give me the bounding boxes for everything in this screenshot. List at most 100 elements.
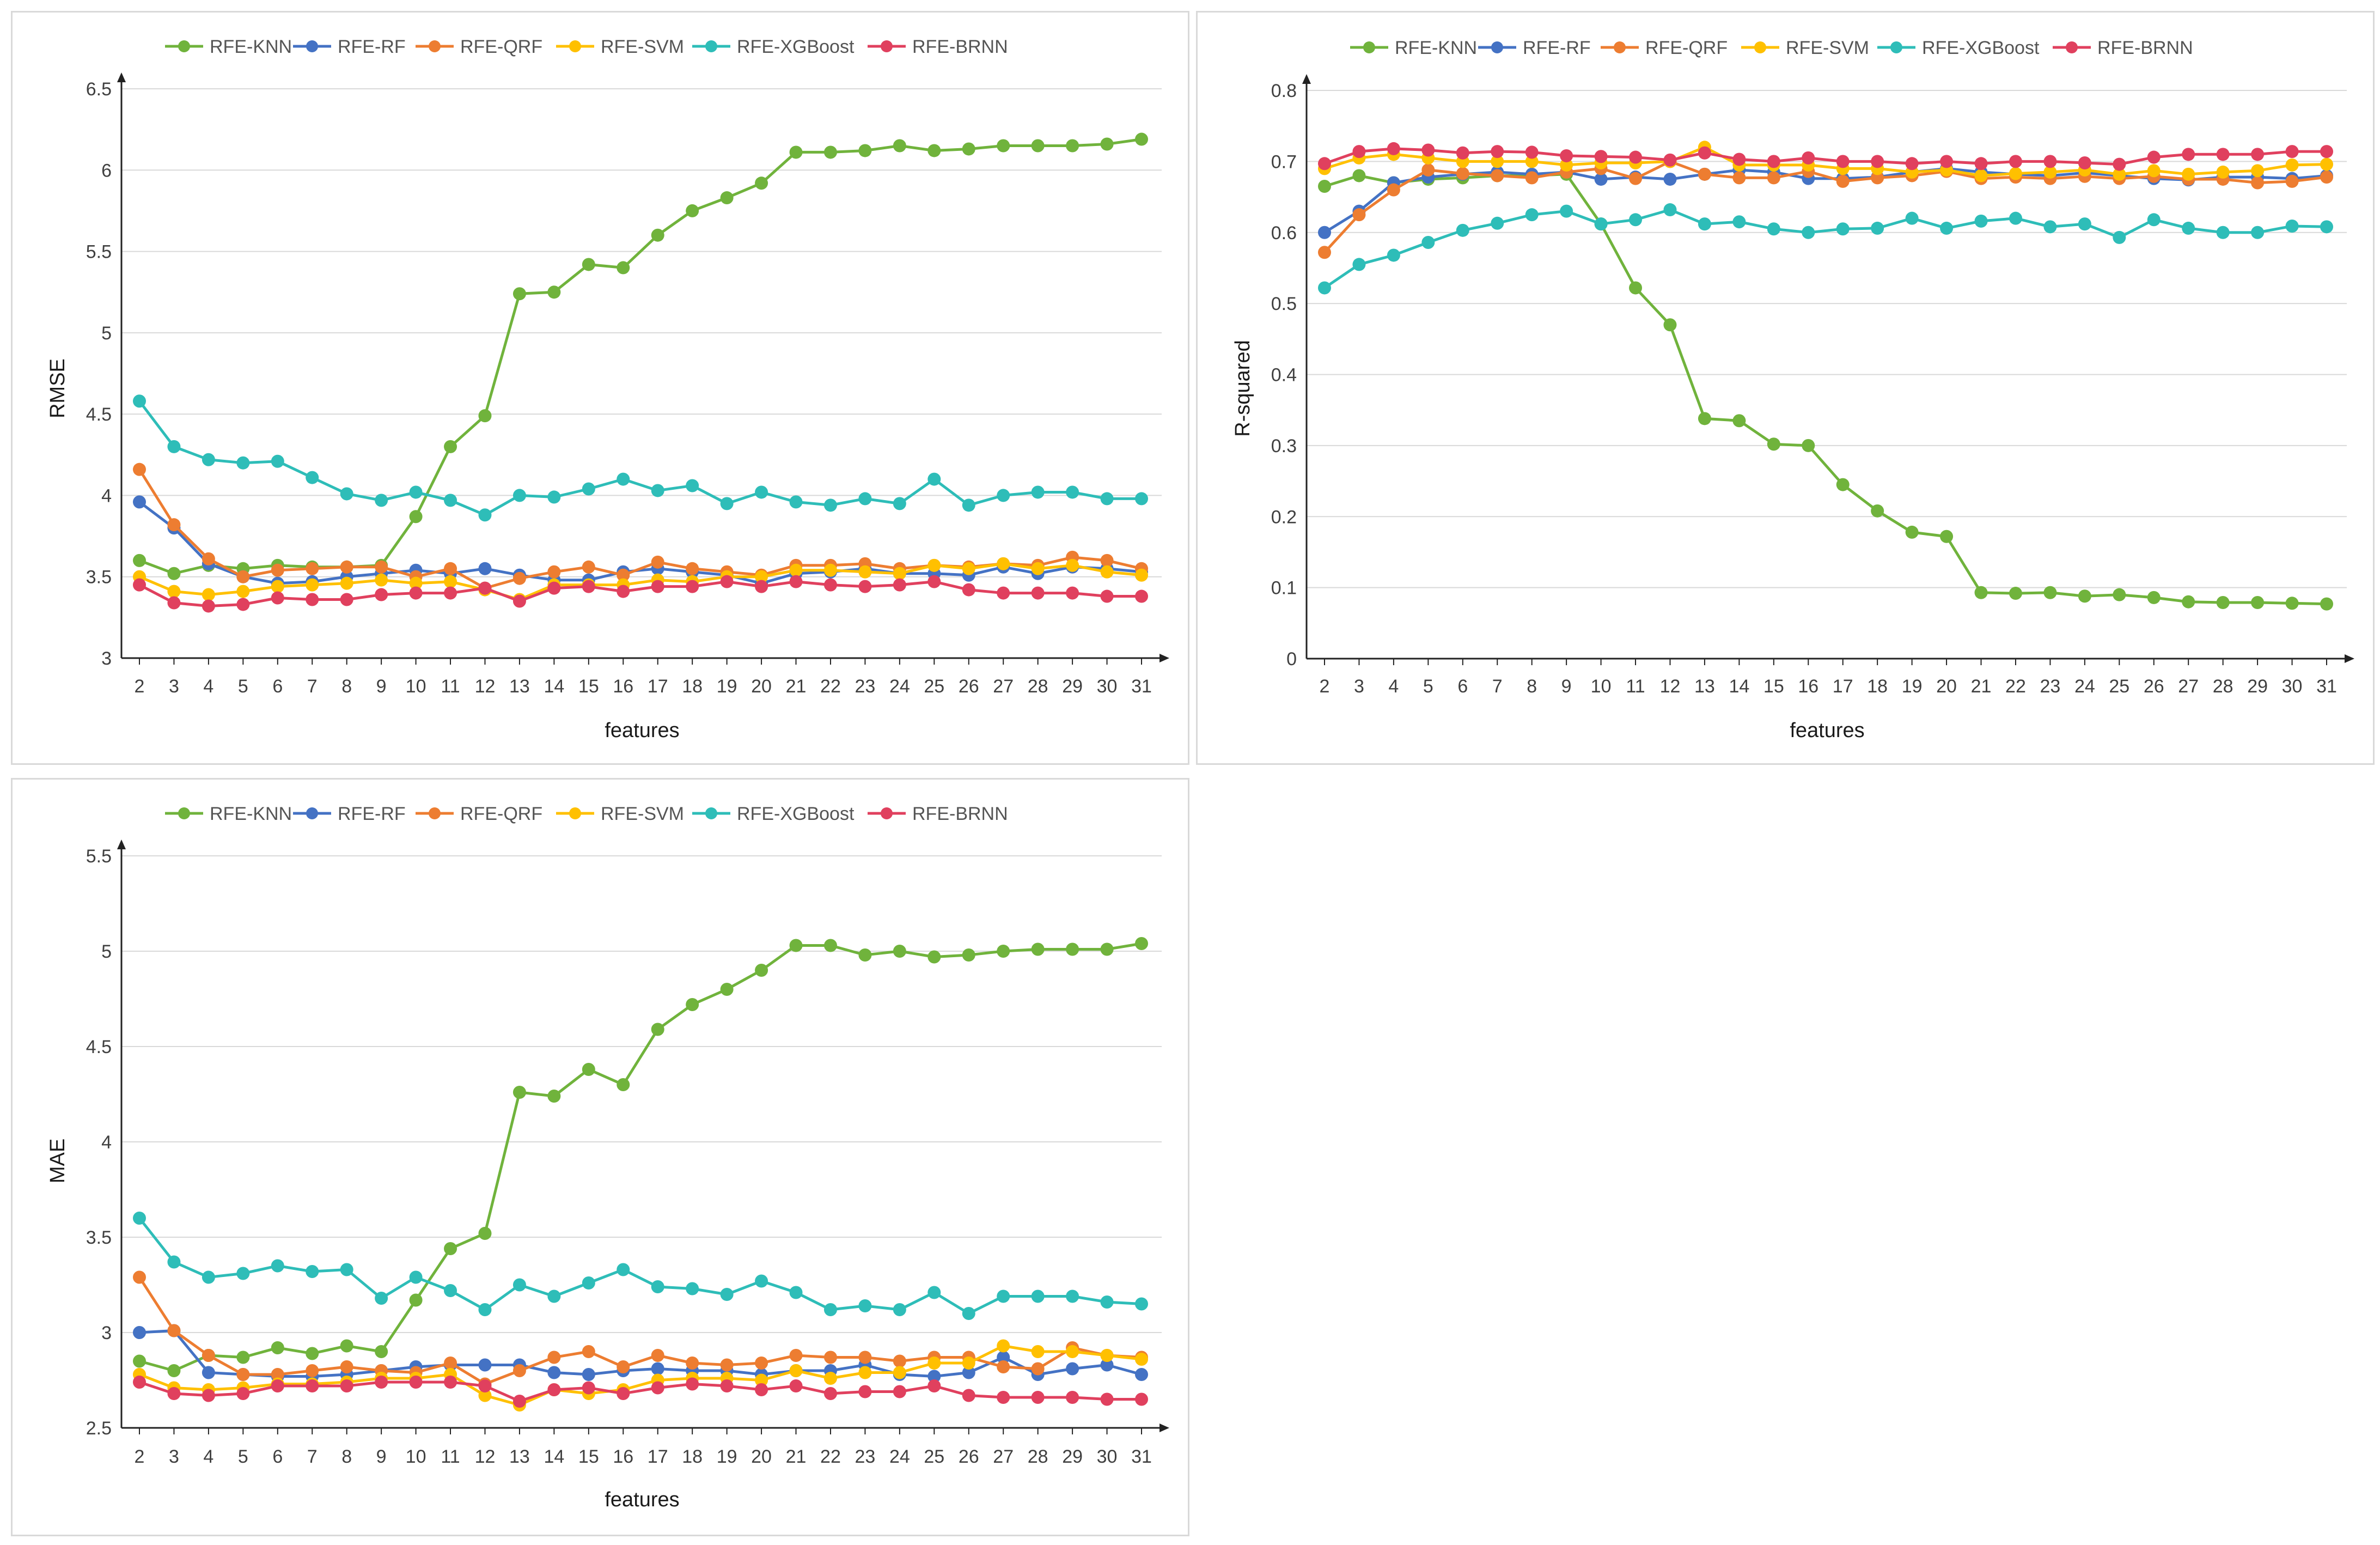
mae-data-point — [720, 983, 734, 996]
mae-data-point — [512, 1278, 526, 1292]
rmse-data-point — [478, 562, 492, 575]
mae-data-point — [582, 1381, 595, 1395]
mae-x-tick-label: 20 — [751, 1446, 772, 1467]
mae-data-point — [927, 950, 941, 964]
mae-data-point — [133, 1376, 146, 1389]
rmse-chart: RMSE features 33.544.555.566.52 3 4 5 6 7 8 9 10… — [46, 37, 1169, 742]
rmse-data-point — [340, 487, 353, 501]
rmse-data-point — [1066, 139, 1079, 153]
rmse-x-tick-label: 6 — [272, 676, 283, 697]
r2-x-tick-label: 30 — [2282, 676, 2303, 697]
r2-gridlines — [1307, 90, 2347, 588]
mae-data-point — [444, 1376, 457, 1389]
r2-y-tick-label: 0.3 — [1271, 436, 1297, 457]
mae-series-line — [139, 942, 1142, 1372]
rmse-data-point — [444, 440, 457, 453]
rmse-x-tick-label: 21 — [786, 676, 807, 697]
rmse-data-point — [409, 586, 423, 600]
rmse-data-point — [823, 498, 837, 512]
r2-y-tick-label: 0.6 — [1271, 223, 1297, 244]
rmse-data-point — [306, 578, 319, 592]
rmse-data-point — [858, 580, 872, 593]
rmse-legend-label: RFE-KNN — [210, 37, 292, 57]
r2-y-tick-label: 0 — [1286, 649, 1297, 670]
r2-data-point — [1905, 157, 1919, 171]
r2-data-point — [1456, 223, 1469, 237]
r2-y-tick-label: 0.8 — [1271, 81, 1297, 101]
r2-data-point — [1594, 217, 1608, 231]
r2-data-point — [1732, 414, 1746, 428]
rmse-data-point — [375, 573, 388, 587]
mae-data-point — [375, 1292, 388, 1305]
r2-x-tick-label: 21 — [1971, 676, 1992, 697]
rmse-data-point — [997, 557, 1010, 570]
rmse-data-point — [547, 490, 561, 504]
r2-data-point — [2285, 158, 2299, 172]
rmse-data-point — [789, 563, 803, 577]
r2-x-tick-label: 16 — [1798, 676, 1818, 697]
r2-y-tick-label: 0.2 — [1271, 507, 1297, 527]
r2-data-point — [2113, 157, 2126, 171]
mae-data-point — [409, 1376, 423, 1389]
mae-data-point — [755, 1274, 768, 1288]
r2-data-point — [1767, 155, 1780, 168]
mae-data-point — [997, 1351, 1010, 1364]
mae-legend-item: RFE-RF — [293, 804, 406, 824]
r2-legend-item: RFE-QRF — [1601, 38, 1728, 58]
r2-data-point — [1352, 145, 1366, 159]
r2-data-point — [2216, 596, 2230, 610]
rmse-x-tick-label: 26 — [959, 676, 979, 697]
mae-series-rfe-brnn — [133, 1376, 1148, 1408]
r2-data-point — [1421, 163, 1435, 177]
r2-data-point — [1525, 145, 1539, 159]
r2-data-point — [2285, 145, 2299, 159]
mae-data-point — [1100, 1358, 1114, 1372]
r2-data-point — [2147, 591, 2161, 604]
rmse-data-point — [375, 560, 388, 574]
r2-data-point — [1352, 169, 1366, 183]
mae-data-point — [547, 1366, 561, 1379]
r2-x-tick-label: 25 — [2109, 676, 2129, 697]
rmse-legend-marker — [306, 40, 318, 52]
mae-data-point — [1135, 1353, 1148, 1366]
mae-data-point — [444, 1242, 457, 1255]
mae-data-point — [651, 1381, 664, 1395]
rmse-data-point — [478, 508, 492, 522]
rmse-data-point — [617, 472, 630, 486]
mae-x-tick-label: 14 — [544, 1446, 564, 1467]
rmse-data-point — [927, 575, 941, 588]
mae-legend-item: RFE-KNN — [165, 804, 292, 824]
mae-legend-item: RFE-BRNN — [868, 804, 1008, 824]
r2-data-point — [1974, 169, 1988, 183]
rmse-x-tick-label: 8 — [341, 676, 352, 697]
r2-data-point — [1767, 171, 1780, 185]
rmse-x-tick-label: 15 — [578, 676, 599, 697]
r2-data-point — [2078, 156, 2091, 169]
rmse-data-point — [858, 144, 872, 157]
r2-data-point — [2182, 148, 2195, 161]
r2-data-point — [2251, 596, 2265, 610]
mae-data-point — [617, 1360, 630, 1373]
mae-x-tick-label: 30 — [1097, 1446, 1118, 1467]
mae-data-point — [651, 1280, 664, 1293]
mae-data-point — [202, 1389, 215, 1402]
r2-data-point — [1732, 153, 1746, 166]
rmse-data-point — [755, 570, 768, 583]
r2-x-tick-label: 11 — [1626, 676, 1645, 697]
r2-data-point — [1767, 222, 1780, 236]
r2-data-point — [2043, 586, 2057, 599]
rmse-legend-item: RFE-XGBoost — [692, 37, 855, 57]
rmse-y-tick-label: 6.5 — [86, 79, 112, 100]
mae-data-point — [167, 1364, 181, 1377]
rmse-legend-item: RFE-KNN — [165, 37, 292, 57]
rmse-data-point — [202, 588, 215, 601]
rmse-data-point — [927, 558, 941, 572]
r2-y-tick-label: 0.1 — [1271, 578, 1297, 599]
mae-x-tick-label: 8 — [341, 1446, 352, 1467]
mae-y-tick-label: 3.5 — [86, 1227, 112, 1248]
r2-data-point — [1387, 183, 1400, 197]
rmse-x-axis-label: features — [605, 719, 679, 742]
rmse-data-point — [1066, 586, 1079, 600]
mae-x-tick-label: 12 — [475, 1446, 496, 1467]
r2-data-point — [2043, 155, 2057, 168]
